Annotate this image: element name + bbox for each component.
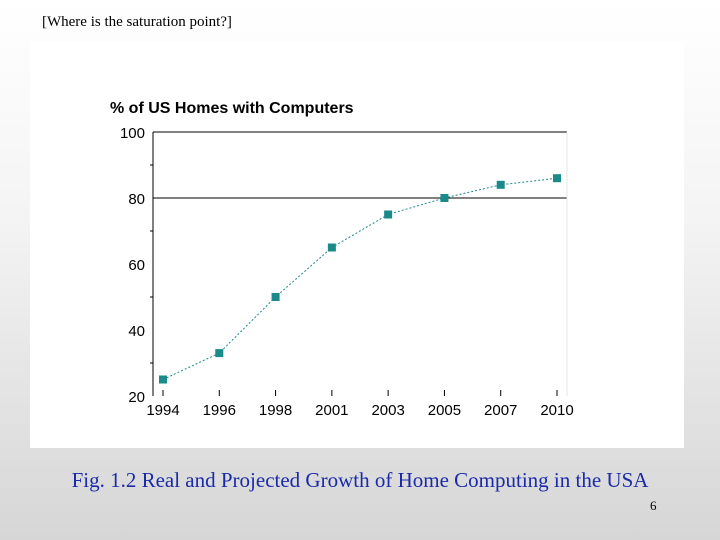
x-tick-label: 2005 (428, 402, 461, 419)
data-point (215, 349, 224, 358)
x-tick-label: 2010 (540, 402, 573, 419)
chart-panel: % of US Homes with Computers 20 40 60 80 100… (30, 42, 684, 448)
data-point (384, 210, 393, 219)
x-tick-label: 1994 (146, 402, 179, 419)
x-tick-label: 2003 (371, 402, 404, 419)
line-chart: % of US Homes with Computers 20 40 60 80 100… (110, 100, 574, 419)
y-tick-label: 80 (128, 191, 145, 208)
data-series (159, 174, 561, 384)
data-point (327, 243, 336, 252)
figure-caption: Fig. 1.2 Real and Projected Growth of Ho… (71, 468, 649, 492)
slide-note: [Where is the saturation point?] (42, 14, 232, 30)
x-tick-label: 2007 (484, 402, 517, 419)
y-tick-label: 20 (128, 389, 145, 406)
x-tick-label: 2001 (315, 402, 348, 419)
chart-title: % of US Homes with Computers (110, 100, 354, 117)
y-tick-label: 40 (128, 323, 145, 340)
series-line (162, 177, 558, 380)
axes (150, 132, 568, 396)
x-tick-labels: 1994 1996 1998 2001 2003 2005 2007 2010 (146, 402, 573, 419)
data-point (553, 174, 561, 183)
data-point (271, 293, 280, 301)
y-tick-label: 100 (120, 125, 145, 142)
gridlines (153, 131, 567, 199)
x-tick-label: 1996 (203, 402, 236, 419)
page-number: 6 (650, 498, 657, 513)
x-tick-label: 1998 (259, 402, 292, 419)
y-tick-label: 60 (128, 257, 145, 274)
data-point (440, 194, 449, 202)
y-tick-labels: 20 40 60 80 100 (120, 125, 145, 406)
data-point (496, 180, 505, 189)
data-point (159, 375, 167, 384)
